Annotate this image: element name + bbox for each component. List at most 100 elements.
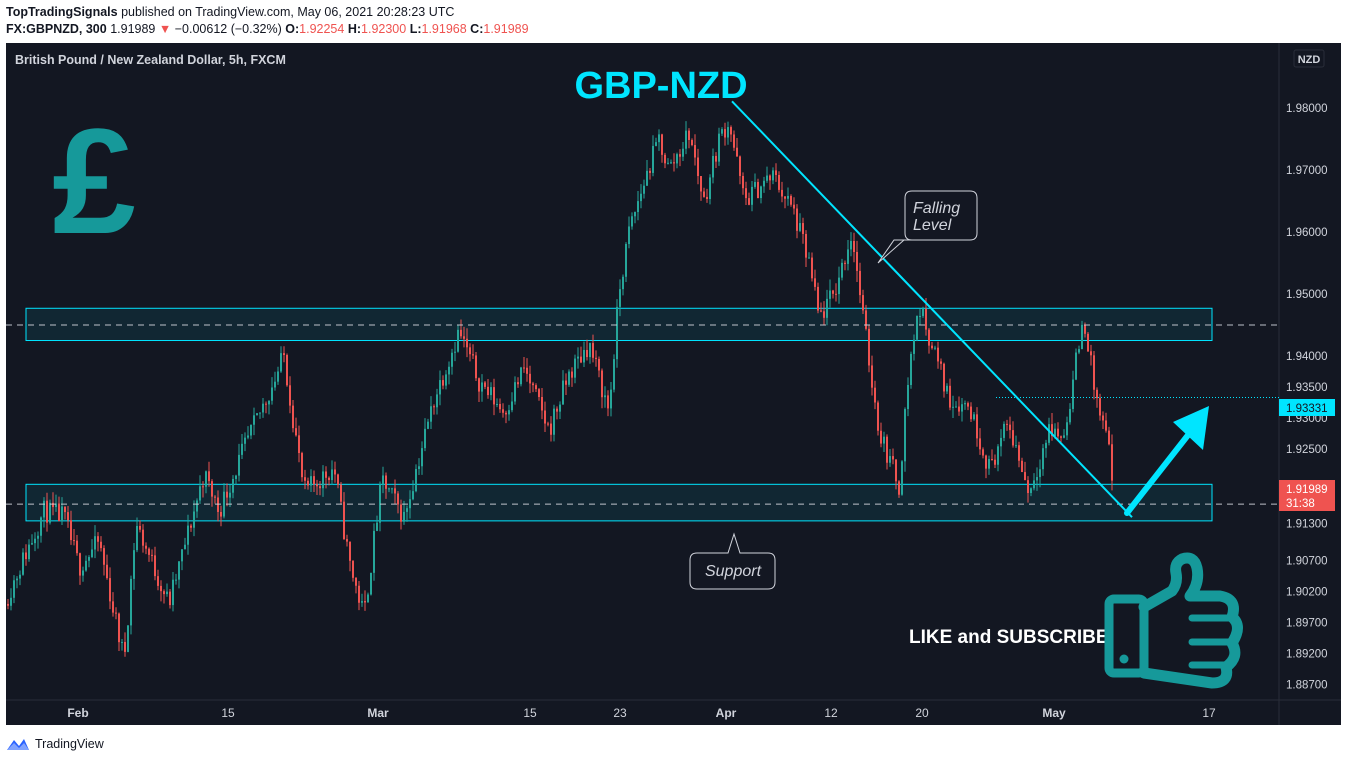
candle [1081, 320, 1083, 350]
candle-body [715, 155, 717, 162]
candle-body [835, 293, 837, 295]
candle [823, 301, 825, 326]
price-tick-label: 1.89700 [1286, 618, 1328, 630]
candle [1096, 387, 1098, 408]
candle [934, 345, 936, 351]
candle-body [328, 477, 330, 481]
candle [730, 125, 732, 142]
candle-body [211, 481, 213, 497]
candle [85, 555, 87, 572]
candle [187, 514, 189, 555]
candle [1051, 413, 1053, 441]
candle [973, 412, 975, 421]
candle [766, 166, 768, 183]
candle-body [778, 174, 780, 190]
candle-body [628, 226, 630, 245]
candle [634, 211, 636, 224]
candle [616, 299, 618, 368]
candle [49, 499, 51, 525]
candle-body [1021, 460, 1023, 473]
candle [841, 258, 843, 281]
candle [13, 575, 15, 604]
candle [460, 319, 462, 339]
close-value: 1.91989 [483, 22, 529, 36]
candle-body [952, 406, 954, 408]
candle-body [598, 358, 600, 371]
candle-body [223, 491, 225, 517]
candle-body [34, 538, 36, 544]
candle [661, 133, 663, 163]
candle [358, 581, 360, 611]
candle-body [565, 380, 567, 385]
candle-body [319, 486, 321, 489]
candle [529, 365, 531, 394]
candle-body [310, 476, 312, 486]
tradingview-footer[interactable]: TradingView [6, 735, 104, 753]
candle [877, 400, 879, 436]
candle [283, 346, 285, 363]
candle-body [553, 408, 555, 435]
candle [1099, 393, 1101, 421]
candle [88, 555, 90, 568]
chart-pane[interactable]: British Pound / New Zealand Dollar, 5h, … [6, 43, 1341, 725]
candle [943, 362, 945, 398]
candle-body [469, 347, 471, 355]
candle-body [907, 384, 909, 410]
candle-body [445, 374, 447, 386]
candle [208, 461, 210, 487]
candle [949, 378, 951, 411]
candle-body [364, 601, 366, 603]
candle [865, 304, 867, 331]
candle-body [361, 601, 363, 603]
falling-trendline [731, 100, 1133, 518]
publish-text: published on TradingView.com, May 06, 20… [121, 5, 455, 19]
candle [400, 499, 402, 530]
candle-body [934, 347, 936, 349]
candle-body [619, 289, 621, 307]
candle-body [181, 549, 183, 562]
price-tick-label: 1.88700 [1286, 680, 1328, 692]
candle [727, 121, 729, 145]
candle [1057, 422, 1059, 442]
candle-body [436, 394, 438, 408]
candle [490, 382, 492, 401]
candle-body [25, 552, 27, 560]
candle-body [1027, 480, 1029, 494]
candle [415, 464, 417, 493]
publisher-name[interactable]: TopTradingSignals [6, 5, 118, 19]
candle-body [490, 387, 492, 396]
candle [277, 366, 279, 385]
candle [826, 289, 828, 326]
candle [862, 289, 864, 314]
candle-body [634, 212, 636, 217]
candle-body [430, 406, 432, 422]
candle-body [646, 170, 648, 186]
candle [370, 572, 372, 596]
candle-body [481, 382, 483, 392]
candle-body [187, 525, 189, 545]
candle [580, 346, 582, 364]
candle-body [304, 477, 306, 481]
price-scale[interactable]: 1.98000 1.97000 1.96000 1.95000 1.94000 1.935… [1286, 103, 1328, 691]
candle-body [118, 613, 120, 643]
candle [778, 171, 780, 193]
candle [700, 175, 702, 201]
candle-body [856, 251, 858, 271]
level-layer [6, 324, 1279, 505]
candle-body [943, 363, 945, 392]
candle [292, 400, 294, 433]
candle-body [133, 550, 135, 579]
candle-body [166, 591, 168, 595]
time-scale[interactable]: Feb 15 Mar 15 23 Apr 12 20 May 17 [67, 706, 1216, 720]
candle [1090, 344, 1092, 366]
candle-body [400, 504, 402, 522]
candle-body [532, 383, 534, 386]
candle [505, 410, 507, 424]
candle [346, 534, 348, 547]
candlestick-chart[interactable]: British Pound / New Zealand Dollar, 5h, … [6, 43, 1341, 725]
candle [1111, 434, 1113, 491]
candle-body [988, 459, 990, 469]
candle-body [103, 548, 105, 565]
candle [214, 495, 216, 504]
candle [487, 378, 489, 399]
